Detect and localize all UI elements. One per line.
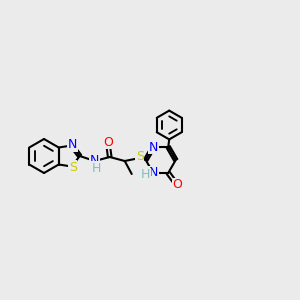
Text: N: N	[148, 140, 158, 154]
Text: H: H	[141, 169, 150, 182]
Text: O: O	[103, 136, 113, 148]
Text: S: S	[136, 151, 144, 164]
Text: S: S	[69, 161, 77, 174]
Text: N: N	[68, 138, 77, 151]
Text: H: H	[92, 162, 101, 175]
Text: N: N	[148, 167, 158, 179]
Text: N: N	[90, 154, 99, 167]
Text: O: O	[172, 178, 182, 191]
